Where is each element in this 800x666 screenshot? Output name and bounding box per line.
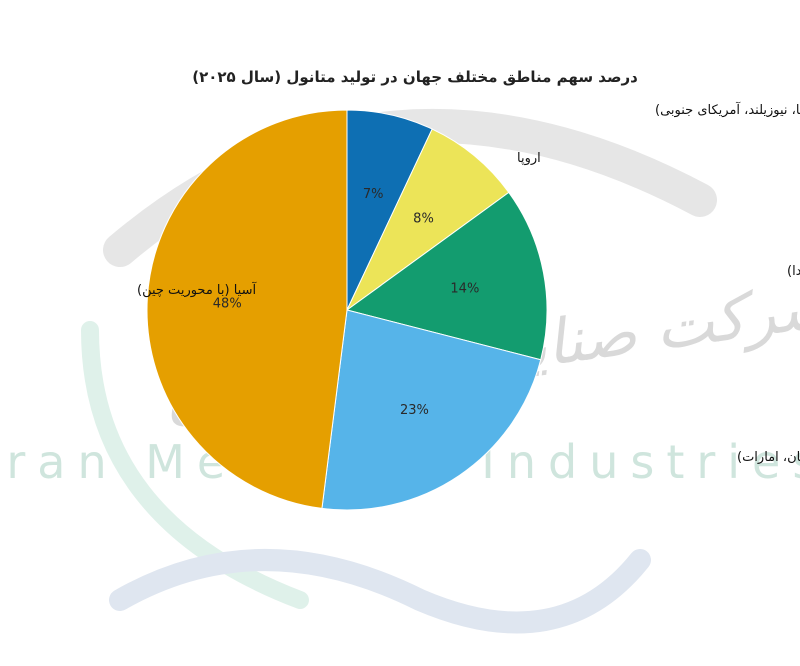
watermark-wave-green	[81, 321, 309, 609]
pie-percent-label: 7%	[363, 187, 384, 202]
pie-category-label: آسیا (با محوریت چین)	[137, 281, 257, 298]
pie-slice	[321, 309, 542, 511]
pie-percent-label: 8%	[413, 212, 434, 227]
pie-slice	[146, 109, 348, 509]
pie-slices	[146, 109, 548, 511]
pie-percent-labels: 7% 8% 14% 23% 48%	[213, 187, 480, 418]
pie-percent-label: 48%	[213, 296, 242, 311]
pie-slice	[345, 191, 548, 361]
pie-percent-label: 14%	[450, 282, 479, 297]
pie-slice	[346, 128, 510, 311]
pie-category-label: اروپا	[517, 151, 541, 166]
pie-category-label: سایر مناطق (آفریقا، نیوزیلند، آمریکای جن…	[655, 101, 800, 118]
watermark-wave-blue	[109, 549, 651, 634]
pie-category-labels: سایر مناطق (آفریقا، نیوزیلند، آمریکای جن…	[137, 101, 800, 465]
pie-category-label: آمریکای شمالی (آمریکا، ترینیداد، کانادا)	[787, 262, 800, 279]
pie-percent-label: 23%	[400, 403, 429, 418]
chart-title: درصد سهم مناطق مختلف جهان در تولید متانو…	[192, 68, 638, 86]
pie-category-label: خاورمیانه (ایران، عربستان، عمان، امارات)	[737, 450, 800, 465]
